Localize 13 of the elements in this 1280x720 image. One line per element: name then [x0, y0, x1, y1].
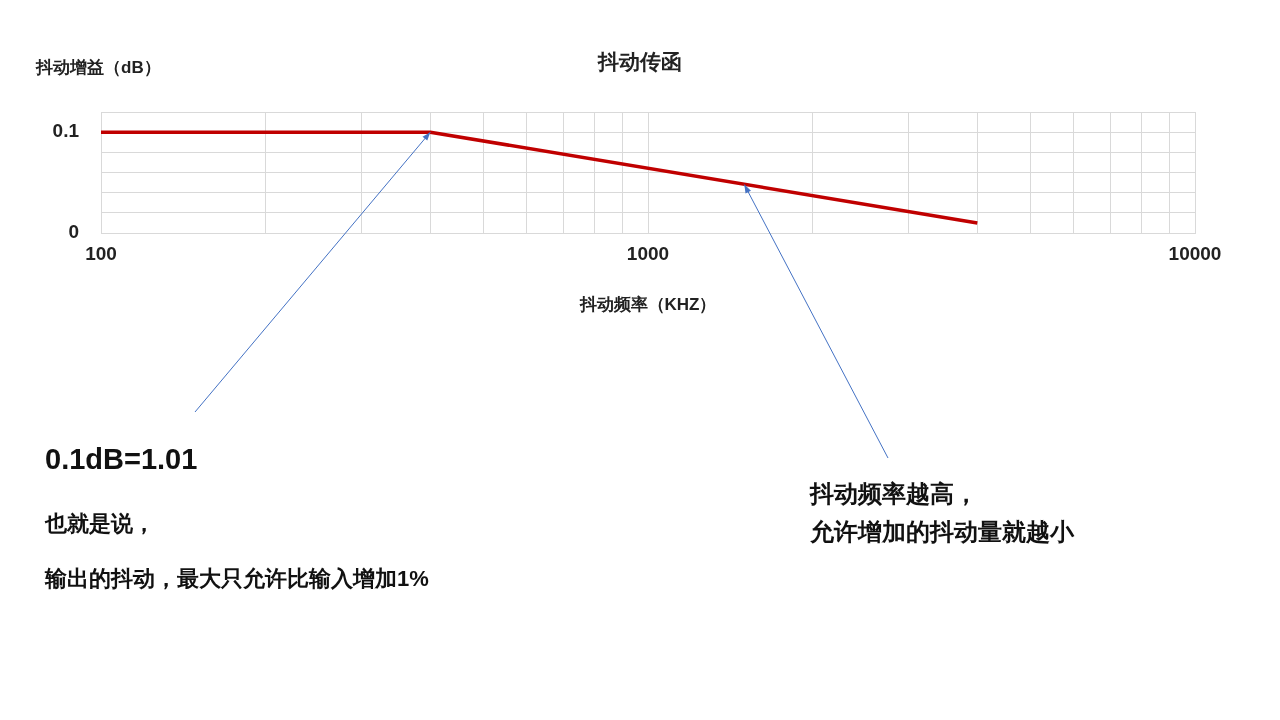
y-axis-title: 抖动增益（dB） [36, 57, 161, 79]
x-axis-title: 抖动频率（KHZ） [578, 295, 717, 315]
text: 也就是说， [45, 510, 155, 538]
annotation: 抖动频率越高， [810, 479, 978, 509]
y-tick-label: 0 [68, 221, 79, 243]
text: 允许增加的抖动量就越小 [810, 517, 1074, 547]
text: 输出的抖动，最大只允许比输入增加1% [45, 565, 429, 593]
x-tick-label: 100 [85, 242, 117, 264]
x-tick-label: 10000 [1168, 242, 1222, 264]
chart-title: 抖动传函 [598, 50, 682, 73]
annotation: 0.1dB=1.01 [45, 442, 198, 477]
y-tick-label: 0.1 [52, 120, 80, 142]
x-tick-label: 1000 [626, 242, 670, 264]
